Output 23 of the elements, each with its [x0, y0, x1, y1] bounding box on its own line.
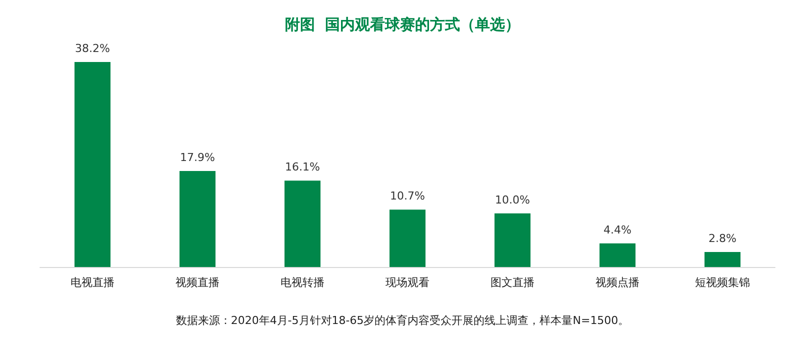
x-tick-label: 图文直播 — [490, 276, 534, 289]
x-tick-label: 视频点播 — [596, 276, 640, 289]
x-tick-label: 短视频集锦 — [695, 276, 750, 289]
bar — [600, 243, 636, 267]
x-tick-label: 视频直播 — [176, 276, 220, 289]
bar — [180, 170, 216, 267]
chart-title: 附图 国内观看球赛的方式（单选） — [284, 16, 520, 34]
bar — [494, 213, 530, 267]
data-label: 4.4% — [604, 223, 632, 236]
x-tick-label: 电视转播 — [280, 276, 324, 289]
data-label: 10.0% — [495, 193, 530, 206]
source-note: 数据来源：2020年4月-5月针对18-65岁的体育内容受众开展的线上调查，样本量N=1500。 — [176, 314, 630, 327]
bar — [390, 210, 426, 267]
x-tick-label: 现场观看 — [386, 276, 430, 289]
data-label: 2.8% — [708, 232, 736, 245]
data-label: 16.1% — [285, 160, 320, 174]
data-label: 17.9% — [180, 150, 215, 164]
bar — [704, 252, 740, 267]
bar — [284, 180, 320, 267]
x-tick-label: 电视直播 — [70, 276, 114, 289]
data-label: 10.7% — [390, 190, 425, 203]
bar — [74, 62, 110, 267]
data-label: 38.2% — [75, 42, 110, 55]
